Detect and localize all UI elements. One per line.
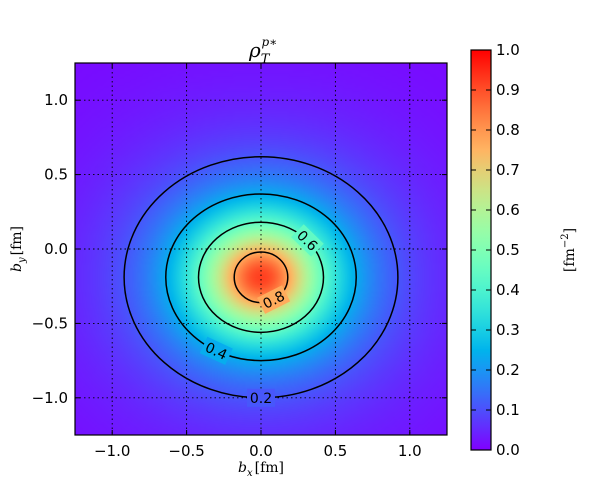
contour-label-background [257, 285, 291, 314]
y-tick-label: −0.5 [32, 314, 68, 332]
colorbar-tick-label: 1.0 [496, 41, 520, 59]
colorbar-tick-label: 0.1 [496, 401, 520, 419]
chart-title: ρTp∗ [248, 35, 277, 67]
colorbar-tick-label: 0.6 [496, 201, 520, 219]
x-axis-label: bx [fm] [238, 460, 284, 479]
x-tick-label: 0.0 [249, 442, 273, 460]
x-tick-label: −1.0 [94, 442, 130, 460]
y-tick-label: 0.0 [44, 240, 68, 258]
colorbar-gradient [471, 50, 491, 450]
x-tick-label: 1.0 [398, 442, 422, 460]
colorbar: 0.0 0.1 0.2 0.3 0.4 0.5 0.6 0.7 0.8 0.9 1.0 [fm−2] [470, 41, 578, 459]
x-tick-label: 0.5 [323, 442, 347, 460]
y-axis-label: by[fm] [9, 226, 28, 272]
colorbar-tick-label: 0.9 [496, 81, 520, 99]
colorbar-tick-label: 0.2 [496, 361, 520, 379]
colorbar-tick-label: 0.7 [496, 161, 520, 179]
contour-label-group: 0.2 [247, 388, 275, 407]
colorbar-tick-label: 0.5 [496, 241, 520, 259]
colorbar-tick-label: 0.3 [496, 321, 520, 339]
colorbar-tick-label: 0.4 [496, 281, 520, 299]
y-tick-label: 1.0 [44, 91, 68, 109]
colorbar-tick-label: 0.8 [496, 121, 520, 139]
ticks: −1.0 −0.5 0.0 0.5 1.0 −1.0 −0.5 0.0 0.5 1.0 [32, 63, 447, 460]
x-tick-label: −0.5 [168, 442, 204, 460]
contour-label-background [291, 224, 324, 257]
y-tick-label: 0.5 [44, 166, 68, 184]
colorbar-label: [fm−2] [560, 228, 578, 272]
colorbar-tick-label: 0.0 [496, 441, 520, 459]
contour-line [197, 221, 325, 334]
contour-label-background [199, 336, 233, 365]
contour-label-background [247, 388, 275, 407]
contour-line [165, 193, 357, 362]
grid [75, 63, 447, 435]
contour-label: 0.2 [250, 391, 272, 407]
heatmap-plot: 0.2 0.4 0.6 0.8 −1.0 −0.5 0.0 0.5 1.0 −1.0 −0.5 0.0… [9, 35, 578, 479]
y-tick-label: −1.0 [32, 389, 68, 407]
